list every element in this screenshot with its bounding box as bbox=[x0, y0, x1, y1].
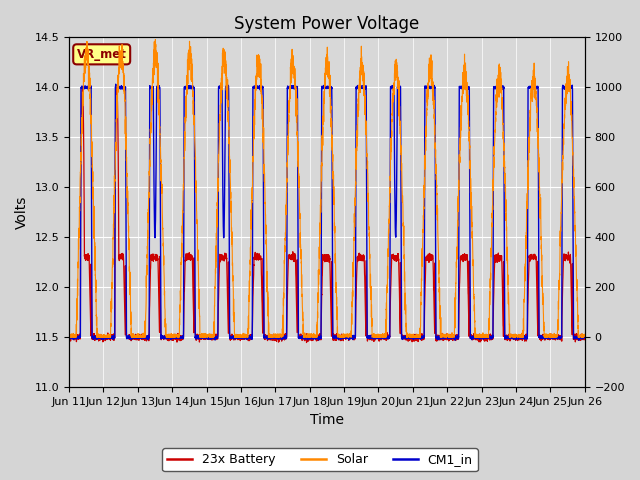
Title: System Power Voltage: System Power Voltage bbox=[234, 15, 420, 33]
Y-axis label: Volts: Volts bbox=[15, 196, 29, 229]
Legend: 23x Battery, Solar, CM1_in: 23x Battery, Solar, CM1_in bbox=[163, 448, 477, 471]
X-axis label: Time: Time bbox=[310, 413, 344, 427]
Text: VR_met: VR_met bbox=[77, 48, 127, 61]
